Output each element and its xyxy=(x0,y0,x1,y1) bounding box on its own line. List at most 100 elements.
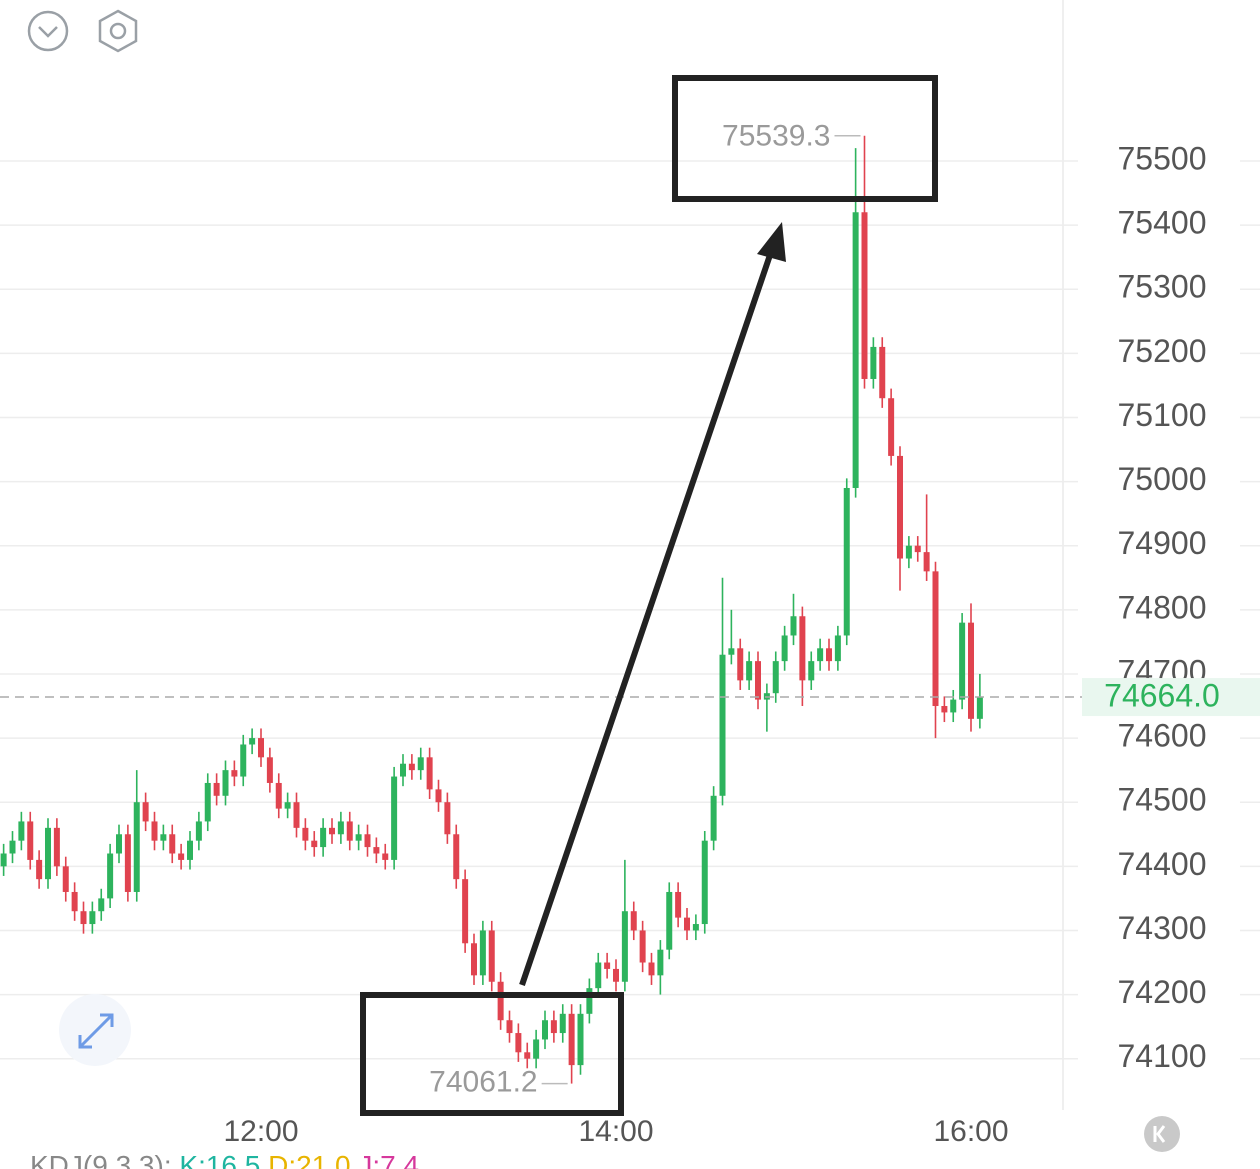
candle-body xyxy=(941,706,948,713)
candle-body xyxy=(595,962,602,989)
candle-body xyxy=(53,827,60,867)
candle-body xyxy=(98,898,105,912)
candle-body xyxy=(213,782,220,796)
candle-body xyxy=(613,968,619,982)
candle-body xyxy=(346,821,353,841)
candle-body xyxy=(879,346,886,399)
candle-body xyxy=(790,616,797,636)
x-tick-label: 16:00 xyxy=(933,1115,1008,1148)
candle-body xyxy=(471,943,477,976)
candle-body xyxy=(657,949,664,976)
annotation-box xyxy=(672,75,938,202)
candle-body xyxy=(888,398,895,456)
candle-body xyxy=(897,455,903,559)
candle-body xyxy=(506,1020,513,1034)
candle-body xyxy=(462,879,469,944)
candle-body xyxy=(249,738,256,745)
candle-body xyxy=(417,757,424,771)
arrow-head xyxy=(757,222,786,262)
y-tick-label: 75000 xyxy=(1118,461,1207,497)
candle-body xyxy=(675,891,682,918)
candle-body xyxy=(826,648,832,662)
candle-body xyxy=(302,827,309,841)
x-tick-label: 14:00 xyxy=(578,1115,653,1148)
candle-body xyxy=(950,699,957,713)
candle-body xyxy=(222,770,229,796)
candle-body xyxy=(808,661,815,681)
candle-body xyxy=(959,622,966,700)
candle-body xyxy=(89,911,96,925)
candle-body xyxy=(80,911,87,925)
candle-body xyxy=(577,1013,584,1066)
candle-body xyxy=(178,853,185,860)
candle-body xyxy=(968,622,974,719)
candle-body xyxy=(391,776,398,860)
candle-body xyxy=(116,834,122,854)
candle-body xyxy=(169,834,176,854)
candle-body xyxy=(586,988,593,1014)
candle-body xyxy=(692,924,699,931)
candle-body xyxy=(834,635,841,662)
candle-body xyxy=(746,661,753,681)
candle-body xyxy=(559,1013,566,1034)
candle-body xyxy=(684,917,690,931)
candle-body xyxy=(0,853,7,867)
candle-body xyxy=(497,981,504,1021)
candle-body xyxy=(355,834,362,841)
candles xyxy=(0,135,983,1084)
candle-body xyxy=(151,821,158,841)
y-tick-label: 74400 xyxy=(1118,846,1207,882)
candle-body xyxy=(160,834,167,841)
expand-icon[interactable] xyxy=(59,994,131,1066)
max-label: 75539.3 xyxy=(722,120,830,153)
candle-body xyxy=(133,802,140,892)
y-tick-label: 74500 xyxy=(1118,782,1207,818)
candle-body xyxy=(45,827,51,880)
candle-body xyxy=(852,212,859,488)
candle-body xyxy=(630,911,637,931)
candle-body xyxy=(284,802,291,809)
overlays: 75539.3 74061.2 74664.0 xyxy=(0,120,1260,1099)
candle-body xyxy=(62,866,69,892)
candle-body xyxy=(195,821,202,841)
candle-body xyxy=(444,802,451,835)
collapse-icon[interactable] xyxy=(27,10,69,52)
candle-body xyxy=(27,821,34,860)
candle-body xyxy=(719,654,726,796)
y-tick-label: 75400 xyxy=(1118,205,1207,241)
candle-body xyxy=(293,802,300,828)
candle-body xyxy=(240,744,247,777)
candle-body xyxy=(9,840,16,854)
y-tick-label: 74900 xyxy=(1118,525,1207,561)
x-tick-label: 12:00 xyxy=(223,1115,298,1148)
candle-body xyxy=(426,757,433,790)
candle-body xyxy=(648,962,655,976)
candle-body xyxy=(861,212,868,379)
y-tick-label: 75200 xyxy=(1118,333,1207,369)
candle-body xyxy=(755,661,761,700)
candle-body xyxy=(408,763,415,771)
annotation-arrow xyxy=(519,254,773,986)
candle-body xyxy=(932,571,939,707)
annotation-box xyxy=(360,992,624,1116)
candle-body xyxy=(337,821,344,835)
candle-body xyxy=(453,834,460,880)
candle-body xyxy=(701,840,708,925)
scroll-end-button[interactable] xyxy=(1144,1116,1180,1152)
candle-body xyxy=(870,346,877,379)
candle-body xyxy=(914,545,921,553)
settings-icon[interactable] xyxy=(98,9,138,53)
y-tick-label: 74200 xyxy=(1118,974,1207,1010)
candle-body xyxy=(728,648,735,655)
candle-body xyxy=(710,795,717,841)
candle-body xyxy=(515,1033,522,1053)
y-tick-label: 74300 xyxy=(1118,910,1207,946)
last-price-tag xyxy=(1082,678,1260,717)
candle-body xyxy=(435,789,442,803)
candle-body xyxy=(71,891,78,912)
candle-body xyxy=(976,697,983,719)
candle-body xyxy=(533,1039,540,1059)
